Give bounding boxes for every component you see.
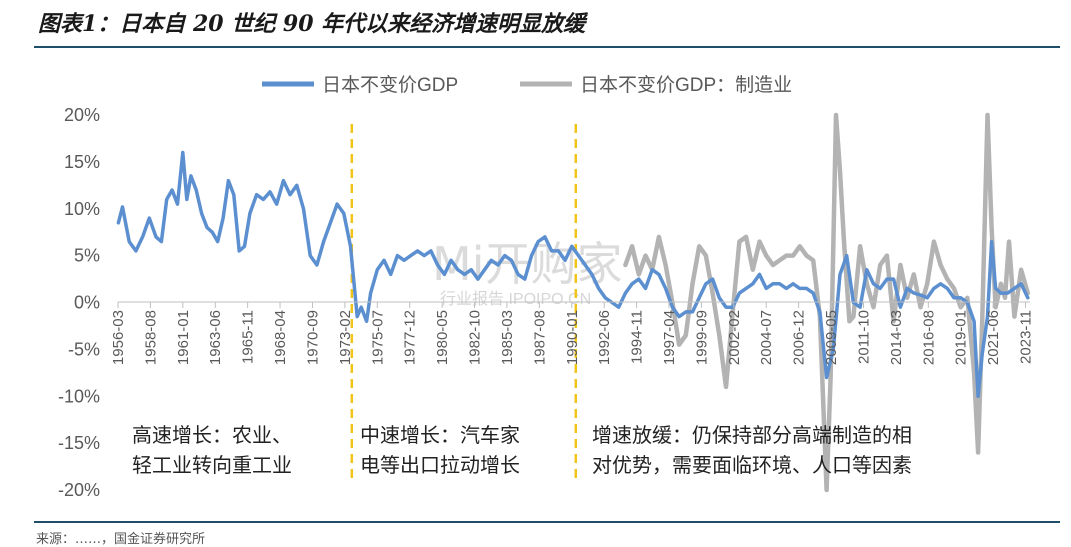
y-tick-label: 0%: [74, 293, 100, 313]
series-line-gdp: [116, 150, 1030, 399]
x-tick-label: 1977-12: [402, 310, 419, 365]
legend-label: 日本不变价GDP: [322, 74, 458, 96]
series-line-manufacturing: [623, 112, 1031, 493]
phase-label: 对优势，需要面临环境、人口等因素: [592, 453, 912, 477]
x-tick-label: 1963-06: [207, 310, 224, 365]
x-tick-label: 2023-11: [1018, 310, 1035, 364]
x-tick-label: 2019-01: [953, 310, 970, 365]
phase-label: 中速增长：汽车家: [360, 423, 520, 447]
phase-label: 轻工业转向重工业: [132, 453, 292, 477]
title-rule: [34, 46, 1060, 48]
watermark-sub: 行业报告 IPOIPO.CN: [440, 290, 591, 308]
x-tick-label: 1987-08: [531, 310, 548, 365]
phase-label: 电等出口拉动增长: [360, 453, 520, 477]
x-tick-label: 2006-12: [791, 310, 808, 365]
x-tick-label: 1956-03: [110, 310, 127, 365]
x-tick-label: 1973-02: [337, 310, 354, 365]
x-tick-label: 2004-07: [758, 310, 775, 365]
x-tick-label: 2021-06: [985, 310, 1002, 365]
y-tick-label: -5%: [68, 339, 100, 359]
source-note: 来源：……，国金证券研究所: [36, 532, 206, 547]
x-tick-label: 1990-01: [564, 310, 581, 365]
y-axis: 20% 15% 10% 5% 0% -5% -10% -15% -20%: [58, 105, 100, 500]
y-tick-label: -15%: [58, 433, 100, 453]
x-tick-label: 1965-11: [240, 310, 257, 364]
y-tick-label: 5%: [74, 246, 100, 266]
x-tick-label: 1968-04: [272, 310, 289, 365]
x-tick-label: 1970-09: [304, 310, 321, 365]
footer-rule: [34, 521, 1060, 523]
x-tick-label: 1980-05: [434, 310, 451, 365]
x-tick-label: 1999-09: [693, 310, 710, 365]
x-tick-label: 1975-07: [369, 310, 386, 365]
x-tick-label: 1994-11: [629, 310, 646, 364]
x-tick-label: 1997-04: [661, 310, 678, 365]
legend: 日本不变价GDP 日本不变价GDP：制造业: [262, 74, 792, 96]
phase-label: 高速增长：农业、: [132, 423, 292, 447]
x-tick-label: 1958-08: [142, 310, 159, 365]
figure-title: 图表1：日本自 20 世纪 90 年代以来经济增速明显放缓: [38, 11, 586, 37]
y-tick-label: 10%: [64, 199, 100, 219]
x-tick-label: 1985-03: [499, 310, 516, 365]
y-tick-label: -20%: [58, 480, 100, 500]
watermark-main: Mi开购家: [432, 237, 622, 291]
x-tick-label: 2011-10: [855, 310, 872, 364]
y-tick-label: 20%: [64, 105, 100, 125]
y-tick-label: -10%: [58, 386, 100, 406]
x-tick-label: 2014-03: [888, 310, 905, 365]
x-tick-label: 1982-10: [467, 310, 484, 365]
x-tick-label: 2009-05: [823, 310, 840, 365]
x-tick-label: 1992-06: [596, 310, 613, 365]
phase-label: 增速放缓：仍保持部分高端制造的相: [592, 423, 912, 447]
watermark: Mi开购家 行业报告 IPOIPO.CN: [432, 237, 622, 308]
legend-label: 日本不变价GDP：制造业: [580, 74, 792, 96]
series-lines: [116, 112, 1031, 493]
x-tick-label: 1961-01: [175, 310, 192, 365]
phase-dividers: [350, 124, 578, 484]
x-axis: 1956-03 1958-08 1961-01 1963-06 1965-11 1968-…: [110, 301, 1035, 365]
y-tick-label: 15%: [64, 152, 100, 172]
x-tick-label: 2002-02: [726, 310, 743, 365]
x-tick-label: 2016-08: [920, 310, 937, 365]
